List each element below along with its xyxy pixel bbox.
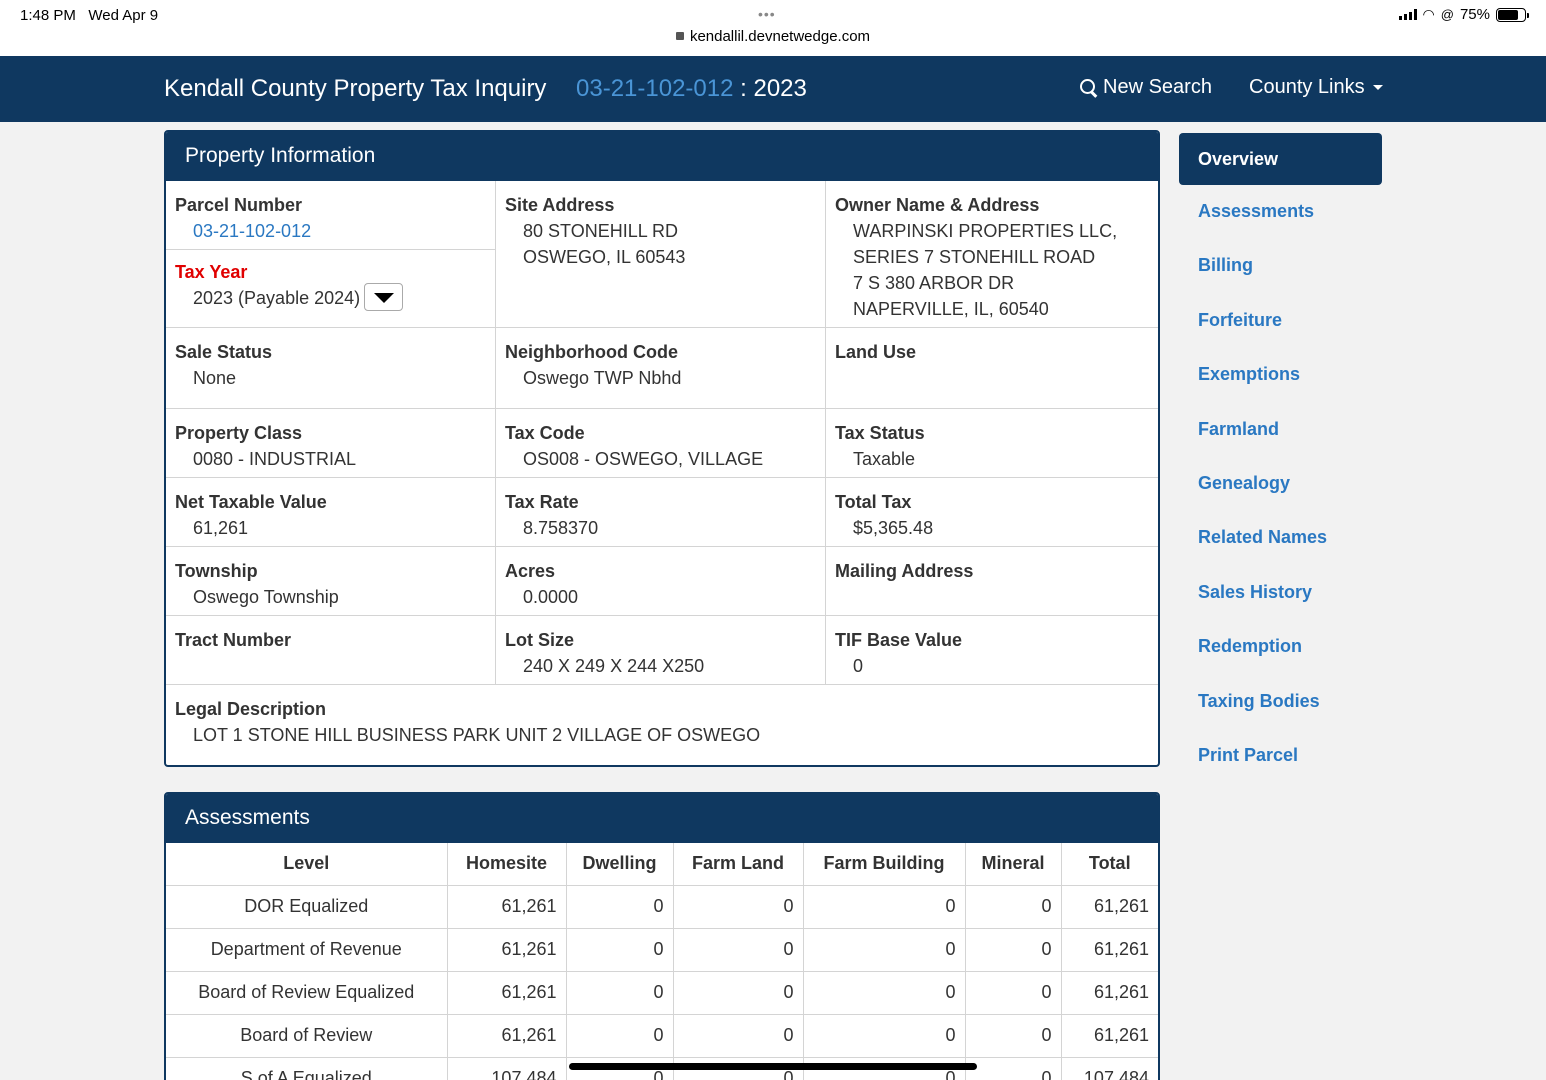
township-cell: Township Oswego Township (166, 547, 496, 615)
nav-year: 2023 (753, 75, 807, 102)
sidenav-item-related-names[interactable]: Related Names (1198, 527, 1328, 548)
status-indicators: ◠ @ 75% (1398, 6, 1529, 23)
county-links-dropdown[interactable]: County Links (1249, 76, 1383, 99)
table-row: Board of Review Equalized 61,261 0 0 0 0 61,26… (166, 971, 1158, 1015)
nav-parcel-link[interactable]: 03-21-102-012 (576, 75, 734, 102)
nav-parcel-year: 03-21-102-012 : 2023 (576, 75, 807, 102)
parcel-taxyear-cell: Parcel Number 03-21-102-012 Tax Year 202… (166, 181, 496, 327)
neighborhood-code-cell: Neighborhood Code Oswego TWP Nbhd (496, 328, 826, 408)
table-row: Board of Review 61,261 0 0 0 0 61,261 (166, 1014, 1158, 1058)
tract-number-cell: Tract Number (166, 616, 496, 684)
sidenav-item-forfeiture[interactable]: Forfeiture (1198, 309, 1283, 330)
site-address-cell: Site Address 80 STONEHILL RD OSWEGO, IL … (496, 181, 826, 327)
battery-percent: 75% (1459, 6, 1490, 23)
property-row: Sale Status None Neighborhood Code Oswego … (166, 328, 1158, 409)
tax-year-label: Tax Year (175, 262, 248, 282)
url-bar[interactable]: kendallil.devnetwedge.com (0, 28, 1546, 45)
property-class-cell: Property Class 0080 - INDUSTRIAL (166, 409, 496, 477)
sidenav-item-redemption[interactable]: Redemption (1198, 636, 1303, 657)
search-icon (1080, 79, 1097, 96)
caret-down-icon (1372, 85, 1383, 90)
sidenav-item-exemptions[interactable]: Exemptions (1198, 364, 1301, 385)
property-row: Township Oswego Township Acres 0.0000 Mail… (166, 547, 1158, 616)
total-tax-cell: Total Tax $5,365.48 (835, 492, 934, 538)
acres-cell: Acres 0.0000 (496, 547, 826, 615)
tax-rate-cell: Tax Rate 8.758370 (496, 478, 826, 546)
property-row: Property Class 0080 - INDUSTRIAL Tax Code… (166, 409, 1158, 478)
col-header: Mineral (965, 843, 1062, 886)
property-row: Net Taxable Value 61,261 Tax Rate 8.758370… (166, 478, 1158, 547)
ios-status-bar: 1:48 PM Wed Apr 9 ••• kendallil.devnetwe… (0, 0, 1546, 56)
new-search-link[interactable]: New Search (1080, 76, 1212, 99)
sidenav-item-assessments[interactable]: Assessments (1198, 201, 1315, 221)
sidenav-item-print-parcel[interactable]: Print Parcel (1198, 744, 1299, 765)
col-header: Farm Building (803, 843, 966, 886)
parcel-number-link[interactable]: 03-21-102-012 (193, 221, 312, 241)
dropdown-arrow-icon[interactable] (364, 283, 404, 312)
side-navigation: Overview Assessments Billing Forfeiture … (1179, 133, 1382, 783)
tax-status-cell: Tax Status Taxable (835, 423, 925, 469)
net-taxable-value-cell: Net Taxable Value 61,261 (166, 478, 496, 546)
sidenav-item-overview[interactable]: Overview (1179, 133, 1382, 185)
tab-dots-icon[interactable]: ••• (758, 6, 776, 22)
sidenav-item-sales-history[interactable]: Sales History (1198, 581, 1313, 602)
home-indicator[interactable] (569, 1063, 977, 1070)
signal-icon (1398, 9, 1417, 20)
property-row: Parcel Number 03-21-102-012 Tax Year 202… (166, 181, 1158, 328)
tif-base-value-cell: TIF Base Value 0 (835, 630, 963, 676)
panel-heading: Assessments (166, 794, 1158, 843)
sidenav-item-farmland[interactable]: Farmland (1198, 418, 1280, 439)
col-header: Total (1061, 843, 1158, 886)
table-row: DOR Equalized 61,261 0 0 0 0 61,261 (166, 885, 1158, 929)
lock-icon (675, 32, 684, 40)
col-header: Level (166, 843, 448, 886)
owner-cell: Owner Name & Address WARPINSKI PROPERTIE… (835, 195, 1118, 319)
col-header: Farm Land (673, 843, 804, 886)
status-time: 1:48 PM Wed Apr 9 (20, 7, 159, 24)
orientation-lock-icon: @ (1440, 7, 1454, 22)
sale-status-cell: Sale Status None (166, 328, 496, 408)
mailing-address-cell: Mailing Address (835, 561, 974, 581)
property-information-panel: Property Information Parcel Number 03-21… (164, 130, 1160, 767)
property-row: Tract Number Lot Size 240 X 249 X 244 X25… (166, 616, 1158, 685)
table-row: Department of Revenue 61,261 0 0 0 0 61,261 (166, 928, 1158, 972)
top-navbar: Kendall County Property Tax Inquiry 03-2… (0, 56, 1546, 122)
panel-heading: Property Information (166, 132, 1158, 181)
col-header: Dwelling (566, 843, 674, 886)
assessments-table: Level Homesite Dwelling Farm Land Farm B… (166, 843, 1158, 1080)
battery-icon (1496, 7, 1529, 22)
sidenav-item-genealogy[interactable]: Genealogy (1198, 472, 1291, 493)
col-header: Homesite (447, 843, 567, 886)
lot-size-cell: Lot Size 240 X 249 X 244 X250 (496, 616, 826, 684)
land-use-cell: Land Use (835, 342, 917, 362)
tax-code-cell: Tax Code OS008 - OSWEGO, VILLAGE (496, 409, 826, 477)
tax-year-select[interactable]: 2023 (Payable 2024) (175, 283, 486, 313)
table-header-row: Level Homesite Dwelling Farm Land Farm B… (166, 843, 1158, 886)
legal-description-cell: Legal Description LOT 1 STONE HILL BUSIN… (175, 699, 761, 745)
site-title[interactable]: Kendall County Property Tax Inquiry (164, 75, 547, 102)
sidenav-item-taxing-bodies[interactable]: Taxing Bodies (1198, 690, 1320, 711)
assessments-panel: Assessments Level Homesite Dwelling Farm… (164, 792, 1160, 1080)
sidenav-item-billing[interactable]: Billing (1198, 255, 1253, 276)
wifi-icon: ◠ (1422, 6, 1435, 22)
